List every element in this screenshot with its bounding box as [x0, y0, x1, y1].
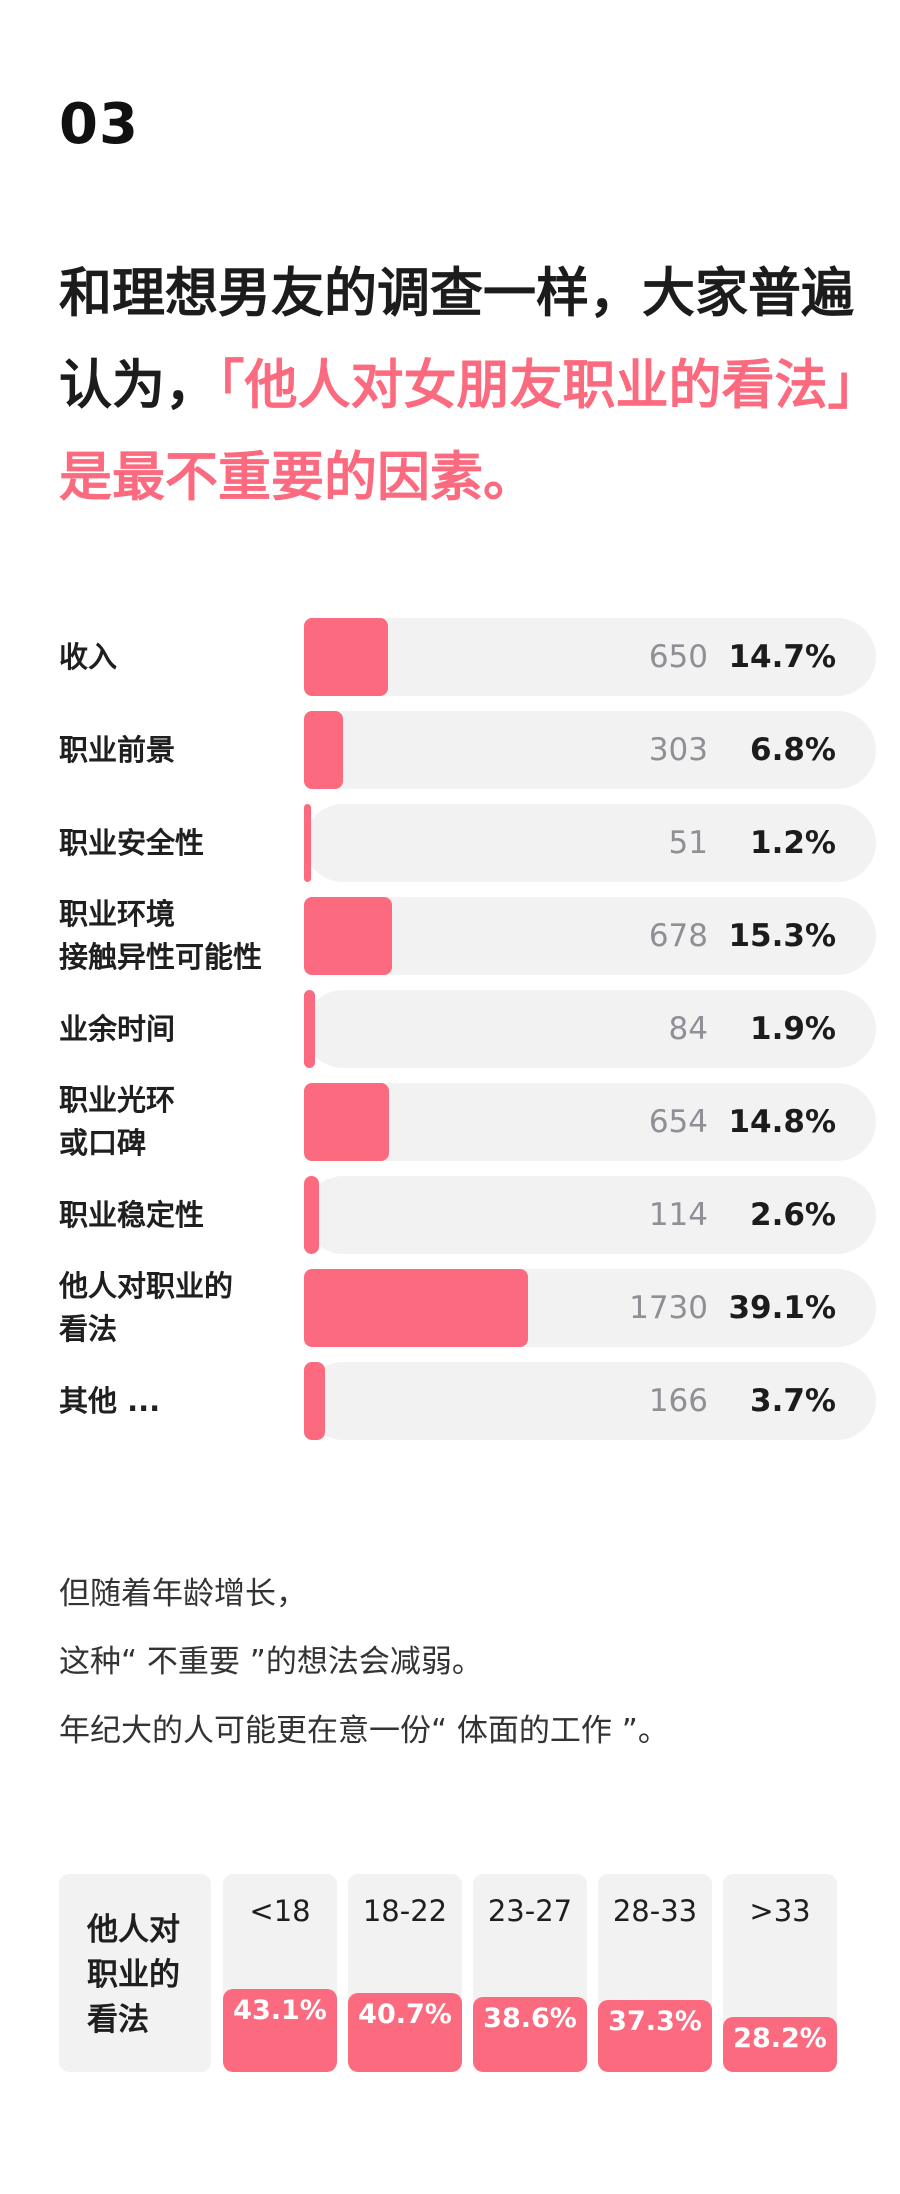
paragraph-line: 但随着年龄增长， — [59, 1576, 307, 1612]
bar-track — [304, 711, 876, 789]
bar-percent-label: 1.2% — [750, 825, 836, 861]
bar-track — [304, 897, 876, 975]
age-value-label: 28.2% — [733, 2023, 827, 2054]
bar-row: 职业安全性 51 1.2% — [0, 804, 900, 882]
age-column: 23-27 38.6% — [473, 1874, 587, 2072]
age-column: 18-22 40.7% — [348, 1874, 462, 2072]
age-value-label: 43.1% — [233, 1995, 327, 2026]
age-category-label: <18 — [249, 1894, 311, 1928]
age-category-label: >33 — [749, 1894, 811, 1928]
bar-count-label: 1730 — [629, 1290, 708, 1326]
age-value-label: 37.3% — [608, 2006, 702, 2037]
bar-label-text: 其他 ... — [59, 1383, 161, 1418]
bar-fill — [304, 897, 392, 975]
bar-label: 业余时间 — [59, 990, 309, 1068]
bar-row: 职业环境 接触异性可能性 678 15.3% — [0, 897, 900, 975]
bar-track — [304, 804, 876, 882]
bar-percent-label: 14.7% — [728, 639, 836, 675]
age-category-label: 18-22 — [362, 1894, 448, 1928]
bar-count-label: 114 — [648, 1197, 708, 1233]
bar-fill — [304, 1083, 389, 1161]
bar-percent-label: 2.6% — [750, 1197, 836, 1233]
bar-fill — [304, 1269, 528, 1347]
bar-track — [304, 1083, 876, 1161]
bar-label-text: 职业光环 或口碑 — [59, 1083, 176, 1160]
bar-label-text: 收入 — [59, 639, 118, 674]
bar-label: 职业稳定性 — [59, 1176, 309, 1254]
bar-count-label: 678 — [648, 918, 708, 954]
age-value-label: 38.6% — [483, 2003, 577, 2034]
bar-row: 业余时间 84 1.9% — [0, 990, 900, 1068]
bar-count-label: 51 — [668, 825, 708, 861]
bar-fill — [304, 618, 388, 696]
age-column: <18 43.1% — [223, 1874, 337, 2072]
bar-percent-label: 14.8% — [728, 1104, 836, 1140]
headline: 和理想男友的调查一样，大家普遍认为，「他人对女朋友职业的看法」是最不重要的因素。 — [59, 248, 859, 524]
bar-label: 他人对职业的 看法 — [59, 1269, 309, 1347]
headline-highlight: 「他人对女朋友职业的看法」是最不重要的因素。 — [59, 355, 854, 508]
bar-label: 收入 — [59, 618, 309, 696]
bar-count-label: 654 — [648, 1104, 708, 1140]
bar-percent-label: 39.1% — [728, 1290, 836, 1326]
bar-percent-label: 1.9% — [750, 1011, 836, 1047]
bar-fill — [304, 990, 315, 1068]
bar-fill — [304, 711, 343, 789]
bar-row: 其他 ... 166 3.7% — [0, 1362, 900, 1440]
bar-count-label: 166 — [648, 1383, 708, 1419]
bar-fill — [304, 1176, 319, 1254]
bar-fill — [304, 804, 311, 882]
age-value-label: 40.7% — [358, 1999, 452, 2030]
age-row-label-box: 他人对 职业的 看法 — [59, 1874, 211, 2072]
bar-fill — [304, 1362, 325, 1440]
age-bar: 38.6% — [473, 1997, 587, 2072]
bar-label-text: 职业安全性 — [59, 825, 205, 860]
bar-label-text: 职业前景 — [59, 732, 176, 767]
bar-label: 职业环境 接触异性可能性 — [59, 897, 309, 975]
bar-label-text: 业余时间 — [59, 1011, 176, 1046]
age-bar: 43.1% — [223, 1989, 337, 2072]
age-row-label: 他人对 职业的 看法 — [87, 1912, 180, 2038]
bar-track — [304, 990, 876, 1068]
bar-count-label: 303 — [648, 732, 708, 768]
bar-percent-label: 3.7% — [750, 1383, 836, 1419]
bar-count-label: 650 — [648, 639, 708, 675]
bar-track — [304, 1362, 876, 1440]
age-bar: 37.3% — [598, 2000, 712, 2072]
bar-label: 职业安全性 — [59, 804, 309, 882]
age-bar: 40.7% — [348, 1993, 462, 2072]
bar-label: 职业前景 — [59, 711, 309, 789]
bar-row: 他人对职业的 看法 1730 39.1% — [0, 1269, 900, 1347]
bar-label: 职业光环 或口碑 — [59, 1083, 309, 1161]
bar-row: 职业稳定性 114 2.6% — [0, 1176, 900, 1254]
bar-track — [304, 618, 876, 696]
bar-percent-label: 15.3% — [728, 918, 836, 954]
paragraph-line: 这种“ 不重要 ”的想法会减弱。 — [59, 1644, 483, 1680]
bar-label: 其他 ... — [59, 1362, 309, 1440]
bar-label-text: 他人对职业的 看法 — [59, 1269, 234, 1346]
bar-label-text: 职业稳定性 — [59, 1197, 205, 1232]
bar-label-text: 职业环境 接触异性可能性 — [59, 897, 263, 974]
bar-row: 职业前景 303 6.8% — [0, 711, 900, 789]
bar-track — [304, 1176, 876, 1254]
paragraph-line: 年纪大的人可能更在意一份“ 体面的工作 ”。 — [59, 1713, 669, 1749]
section-number: 03 — [59, 92, 139, 157]
bar-row: 收入 650 14.7% — [0, 618, 900, 696]
age-category-label: 23-27 — [487, 1894, 573, 1928]
bar-row: 职业光环 或口碑 654 14.8% — [0, 1083, 900, 1161]
bar-percent-label: 6.8% — [750, 732, 836, 768]
age-category-label: 28-33 — [612, 1894, 698, 1928]
age-bar: 28.2% — [723, 2017, 837, 2072]
bar-count-label: 84 — [668, 1011, 708, 1047]
age-column: >33 28.2% — [723, 1874, 837, 2072]
age-column: 28-33 37.3% — [598, 1874, 712, 2072]
headline-text: 和理想男友的调查一样，大家普遍认为， — [59, 263, 854, 416]
